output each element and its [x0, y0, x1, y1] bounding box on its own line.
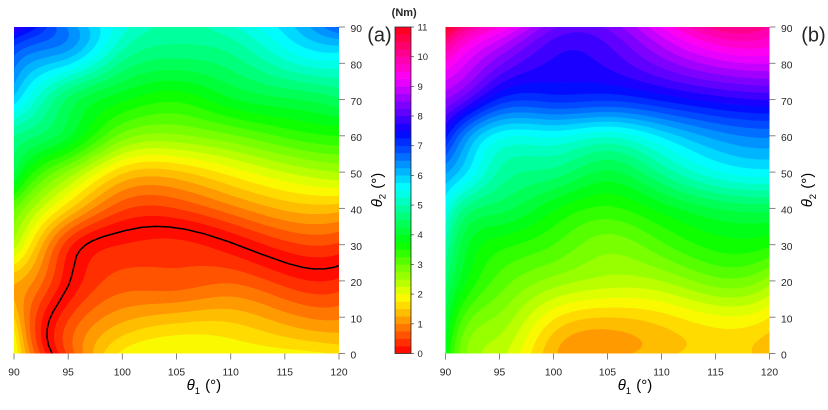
svg-text:95: 95: [494, 367, 506, 378]
svg-text:90: 90: [8, 367, 20, 378]
svg-text:6: 6: [418, 171, 423, 182]
svg-text:10: 10: [351, 315, 363, 326]
svg-text:4: 4: [418, 230, 423, 241]
svg-text:105: 105: [599, 367, 616, 378]
svg-text:60: 60: [351, 133, 363, 144]
svg-text:θ 1 ( ° ): θ 1 ( ° ): [187, 377, 222, 398]
svg-text:90: 90: [781, 24, 793, 35]
svg-text:9: 9: [418, 82, 423, 93]
svg-text:115: 115: [707, 367, 724, 378]
svg-text:115: 115: [277, 367, 294, 378]
svg-text:50: 50: [781, 169, 793, 180]
svg-text:8: 8: [418, 112, 423, 123]
svg-text:120: 120: [761, 367, 778, 378]
svg-text:30: 30: [351, 242, 363, 253]
svg-text:0: 0: [418, 349, 423, 360]
svg-text:20: 20: [781, 278, 793, 289]
svg-text:3: 3: [418, 260, 423, 271]
svg-text:1: 1: [418, 319, 423, 330]
svg-text:110: 110: [653, 367, 670, 378]
svg-text:80: 80: [781, 61, 793, 72]
svg-text:(Nm): (Nm): [392, 7, 417, 19]
svg-text:10: 10: [781, 315, 793, 326]
svg-text:95: 95: [62, 367, 74, 378]
svg-text:40: 40: [781, 206, 793, 217]
svg-text:0: 0: [781, 351, 787, 362]
svg-text:11: 11: [418, 22, 428, 33]
svg-text:30: 30: [781, 242, 793, 253]
svg-text:70: 70: [781, 97, 793, 108]
svg-text:100: 100: [114, 367, 131, 378]
svg-text:40: 40: [351, 206, 363, 217]
svg-text:θ 1 ( ° ): θ 1 ( ° ): [618, 377, 653, 398]
svg-text:2: 2: [418, 290, 423, 301]
svg-text:120: 120: [330, 367, 347, 378]
svg-text:70: 70: [351, 97, 363, 108]
svg-text:(a): (a): [367, 25, 391, 47]
svg-text:0: 0: [351, 351, 357, 362]
svg-text:80: 80: [351, 61, 363, 72]
svg-text:5: 5: [418, 201, 423, 212]
svg-text:60: 60: [781, 133, 793, 144]
svg-text:θ 2 ( ° ): θ 2 ( ° ): [369, 173, 390, 208]
svg-text:90: 90: [440, 367, 452, 378]
svg-text:110: 110: [222, 367, 239, 378]
svg-text:θ 2 ( ° ): θ 2 ( ° ): [799, 173, 820, 208]
svg-text:(b): (b): [801, 25, 825, 47]
svg-text:105: 105: [168, 367, 185, 378]
svg-text:7: 7: [418, 141, 423, 152]
svg-text:100: 100: [545, 367, 562, 378]
svg-text:20: 20: [351, 278, 363, 289]
svg-text:10: 10: [418, 52, 429, 63]
svg-text:90: 90: [351, 24, 363, 35]
svg-text:50: 50: [351, 169, 363, 180]
